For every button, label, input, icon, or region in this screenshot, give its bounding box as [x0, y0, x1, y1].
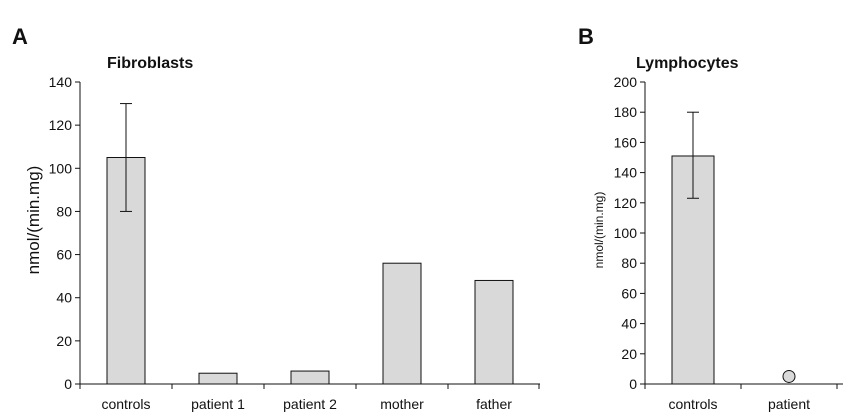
chart-a-category-label: patient 1	[191, 396, 245, 412]
chart-a-category-label: patient 2	[283, 396, 337, 412]
chart-a-y-tick-label: 0	[64, 376, 72, 392]
chart-b-y-tick-label: 160	[614, 134, 638, 150]
panel-a: A Fibroblasts nmol/(min.mg) 0 20 40 60 80 100…	[12, 24, 540, 412]
chart-b-y-tick-label: 140	[614, 165, 638, 181]
chart-a-category-label: father	[476, 396, 512, 412]
chart-b-title: Lymphocytes	[636, 55, 739, 72]
chart-a-bar-father	[474, 279, 514, 385]
chart-a-bar-mother	[382, 262, 422, 385]
chart-a-y-tick-label: 20	[56, 333, 72, 349]
chart-a-bar-patient-1	[198, 372, 238, 385]
chart-b-y-tick-label: 120	[614, 195, 638, 211]
chart-a-y-axis-label: nmol/(min.mg)	[24, 166, 43, 275]
chart-b-y-tick-label: 200	[614, 74, 638, 90]
panel-a-letter: A	[12, 24, 28, 49]
chart-b-y-tick-label: 100	[614, 225, 638, 241]
chart-b-y-tick-label: 60	[621, 285, 637, 301]
chart-b-y-tick-label: 180	[614, 104, 638, 120]
panel-b-letter: B	[578, 24, 594, 49]
chart-a-y-tick-label: 60	[56, 247, 72, 263]
chart-b-y-tick-label: 20	[621, 346, 637, 362]
chart-b-y-tick-label: 40	[621, 316, 637, 332]
chart-b-category-label: controls	[668, 396, 717, 412]
chart-a-y-tick-label: 120	[49, 117, 73, 133]
chart-b-y-axis-label: nmol/(min.mg)	[592, 192, 606, 269]
chart-a-bar-patient-2	[290, 370, 330, 385]
chart-b-marker-patient	[782, 369, 796, 383]
chart-b-category-label: patient	[768, 396, 810, 412]
chart-a-y-tick-label: 140	[49, 74, 73, 90]
panel-b: B Lymphocytes nmol/(min.mg) 0 20 40 60 80 100…	[578, 24, 843, 412]
chart-a-bar-controls	[106, 157, 146, 385]
chart-a-y-tick-label: 80	[56, 203, 72, 219]
chart-a-category-label: mother	[380, 396, 424, 412]
chart-a-title: Fibroblasts	[107, 55, 193, 72]
chart-a-y-tick-label: 100	[49, 160, 73, 176]
chart-b-y-tick-label: 0	[629, 376, 637, 392]
chart-b-y-tick-label: 80	[621, 255, 637, 271]
chart-a-category-label: controls	[101, 396, 150, 412]
chart-a-y-tick-label: 40	[56, 290, 72, 306]
